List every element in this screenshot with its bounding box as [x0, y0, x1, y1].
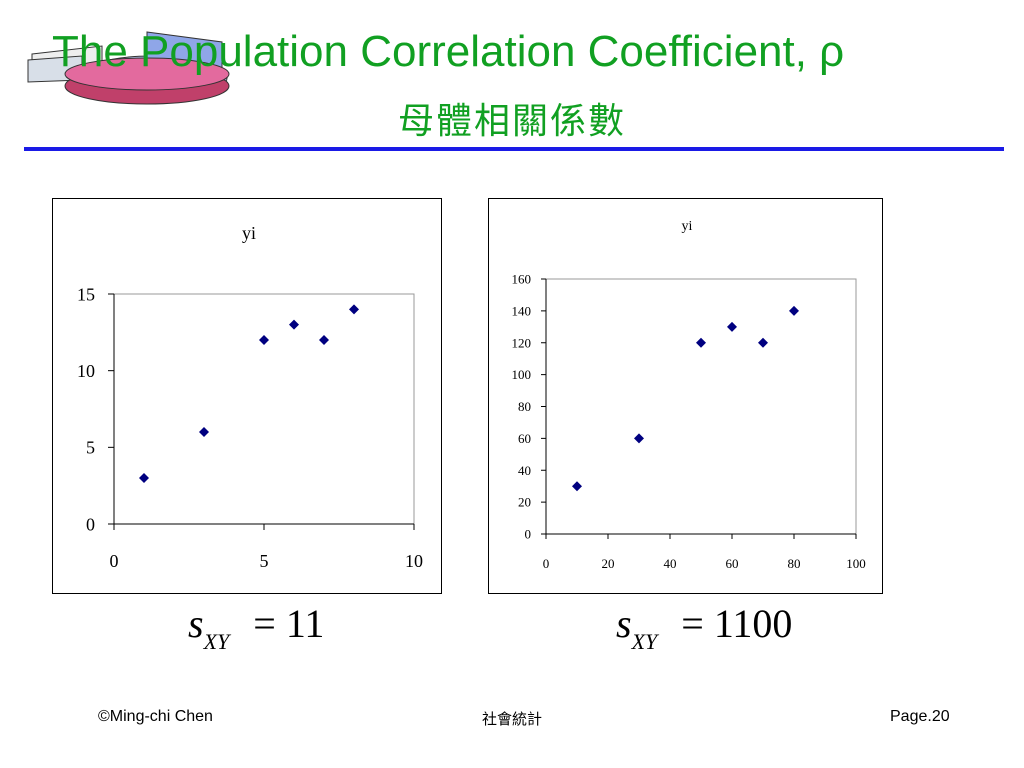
chart-title: yi: [242, 223, 256, 243]
plot-area-border: [545, 278, 857, 535]
pie-chart-logo: [27, 31, 230, 105]
y-tick-label: 60: [518, 431, 531, 446]
title-divider: [24, 147, 1004, 151]
data-point: [789, 305, 799, 316]
x-tick-label: 20: [602, 556, 615, 571]
y-tick-label: 80: [518, 399, 531, 414]
data-point: [289, 319, 299, 330]
y-tick-label: 100: [512, 367, 532, 382]
scatter-plot-svg-1: yi 0 5 10 15 0 5 10: [77, 223, 423, 571]
y-tick-label: 140: [512, 303, 532, 318]
x-tick-label: 60: [726, 556, 739, 571]
x-tick-label: 0: [543, 556, 550, 571]
x-tick-label: 40: [664, 556, 677, 571]
covariance-formula-right: sXY = 1100: [616, 600, 793, 654]
scatter-plot-svg-2: yi 0 20 40 60 80 100 120 140 160 0 20 40 60 80 100: [512, 219, 866, 571]
chart-title: yi: [682, 219, 693, 234]
data-point: [139, 473, 149, 483]
footer-course: 社會統計: [481, 710, 542, 728]
y-tick-label: 120: [512, 335, 532, 350]
data-point: [199, 427, 209, 437]
plot-area-border: [113, 293, 415, 525]
x-tick-label: 0: [110, 551, 119, 571]
formula-subscript: XY: [203, 629, 230, 654]
x-tick-label: 10: [405, 551, 423, 571]
formula-symbol: s: [188, 601, 204, 646]
y-tick-label: 40: [518, 463, 531, 478]
x-tick-label: 100: [846, 556, 866, 571]
y-tick-label: 0: [86, 514, 95, 534]
y-tick-label: 160: [512, 272, 532, 287]
y-tick-label: 5: [86, 438, 95, 458]
formula-value: 1100: [713, 601, 793, 646]
formula-symbol: s: [616, 601, 632, 646]
x-tick-label: 5: [260, 551, 269, 571]
y-tick-label: 0: [525, 527, 532, 542]
formula-equals: =: [253, 601, 276, 646]
covariance-formula-left: sXY = 11: [188, 600, 325, 654]
data-point: [319, 335, 329, 345]
data-point: [572, 481, 582, 492]
data-point: [727, 321, 737, 332]
data-point: [758, 337, 768, 348]
footer-copyright: ©Ming-chi Chen: [98, 708, 213, 725]
slide-subtitle: 母體相關係數: [397, 101, 626, 142]
data-point: [696, 337, 706, 348]
formula-subscript: XY: [631, 629, 658, 654]
slide-title: The Population Correlation Coefficient, …: [52, 27, 845, 76]
x-tick-label: 80: [788, 556, 801, 571]
y-tick-label: 15: [77, 284, 95, 304]
formula-value: 11: [285, 601, 325, 646]
y-tick-label: 20: [518, 495, 531, 510]
data-point: [349, 304, 359, 315]
y-tick-label: 10: [77, 361, 95, 381]
formula-equals: =: [681, 601, 704, 646]
footer-page-number: Page.20: [890, 708, 950, 725]
data-point: [259, 335, 269, 345]
data-point: [634, 433, 644, 444]
scatter-chart-large-scale: yi 0 20 40 60 80 100 120 140 160 0 20 40 60 80 100: [488, 198, 883, 594]
scatter-chart-small-scale: yi 0 5 10 15 0 5 10: [52, 198, 442, 594]
